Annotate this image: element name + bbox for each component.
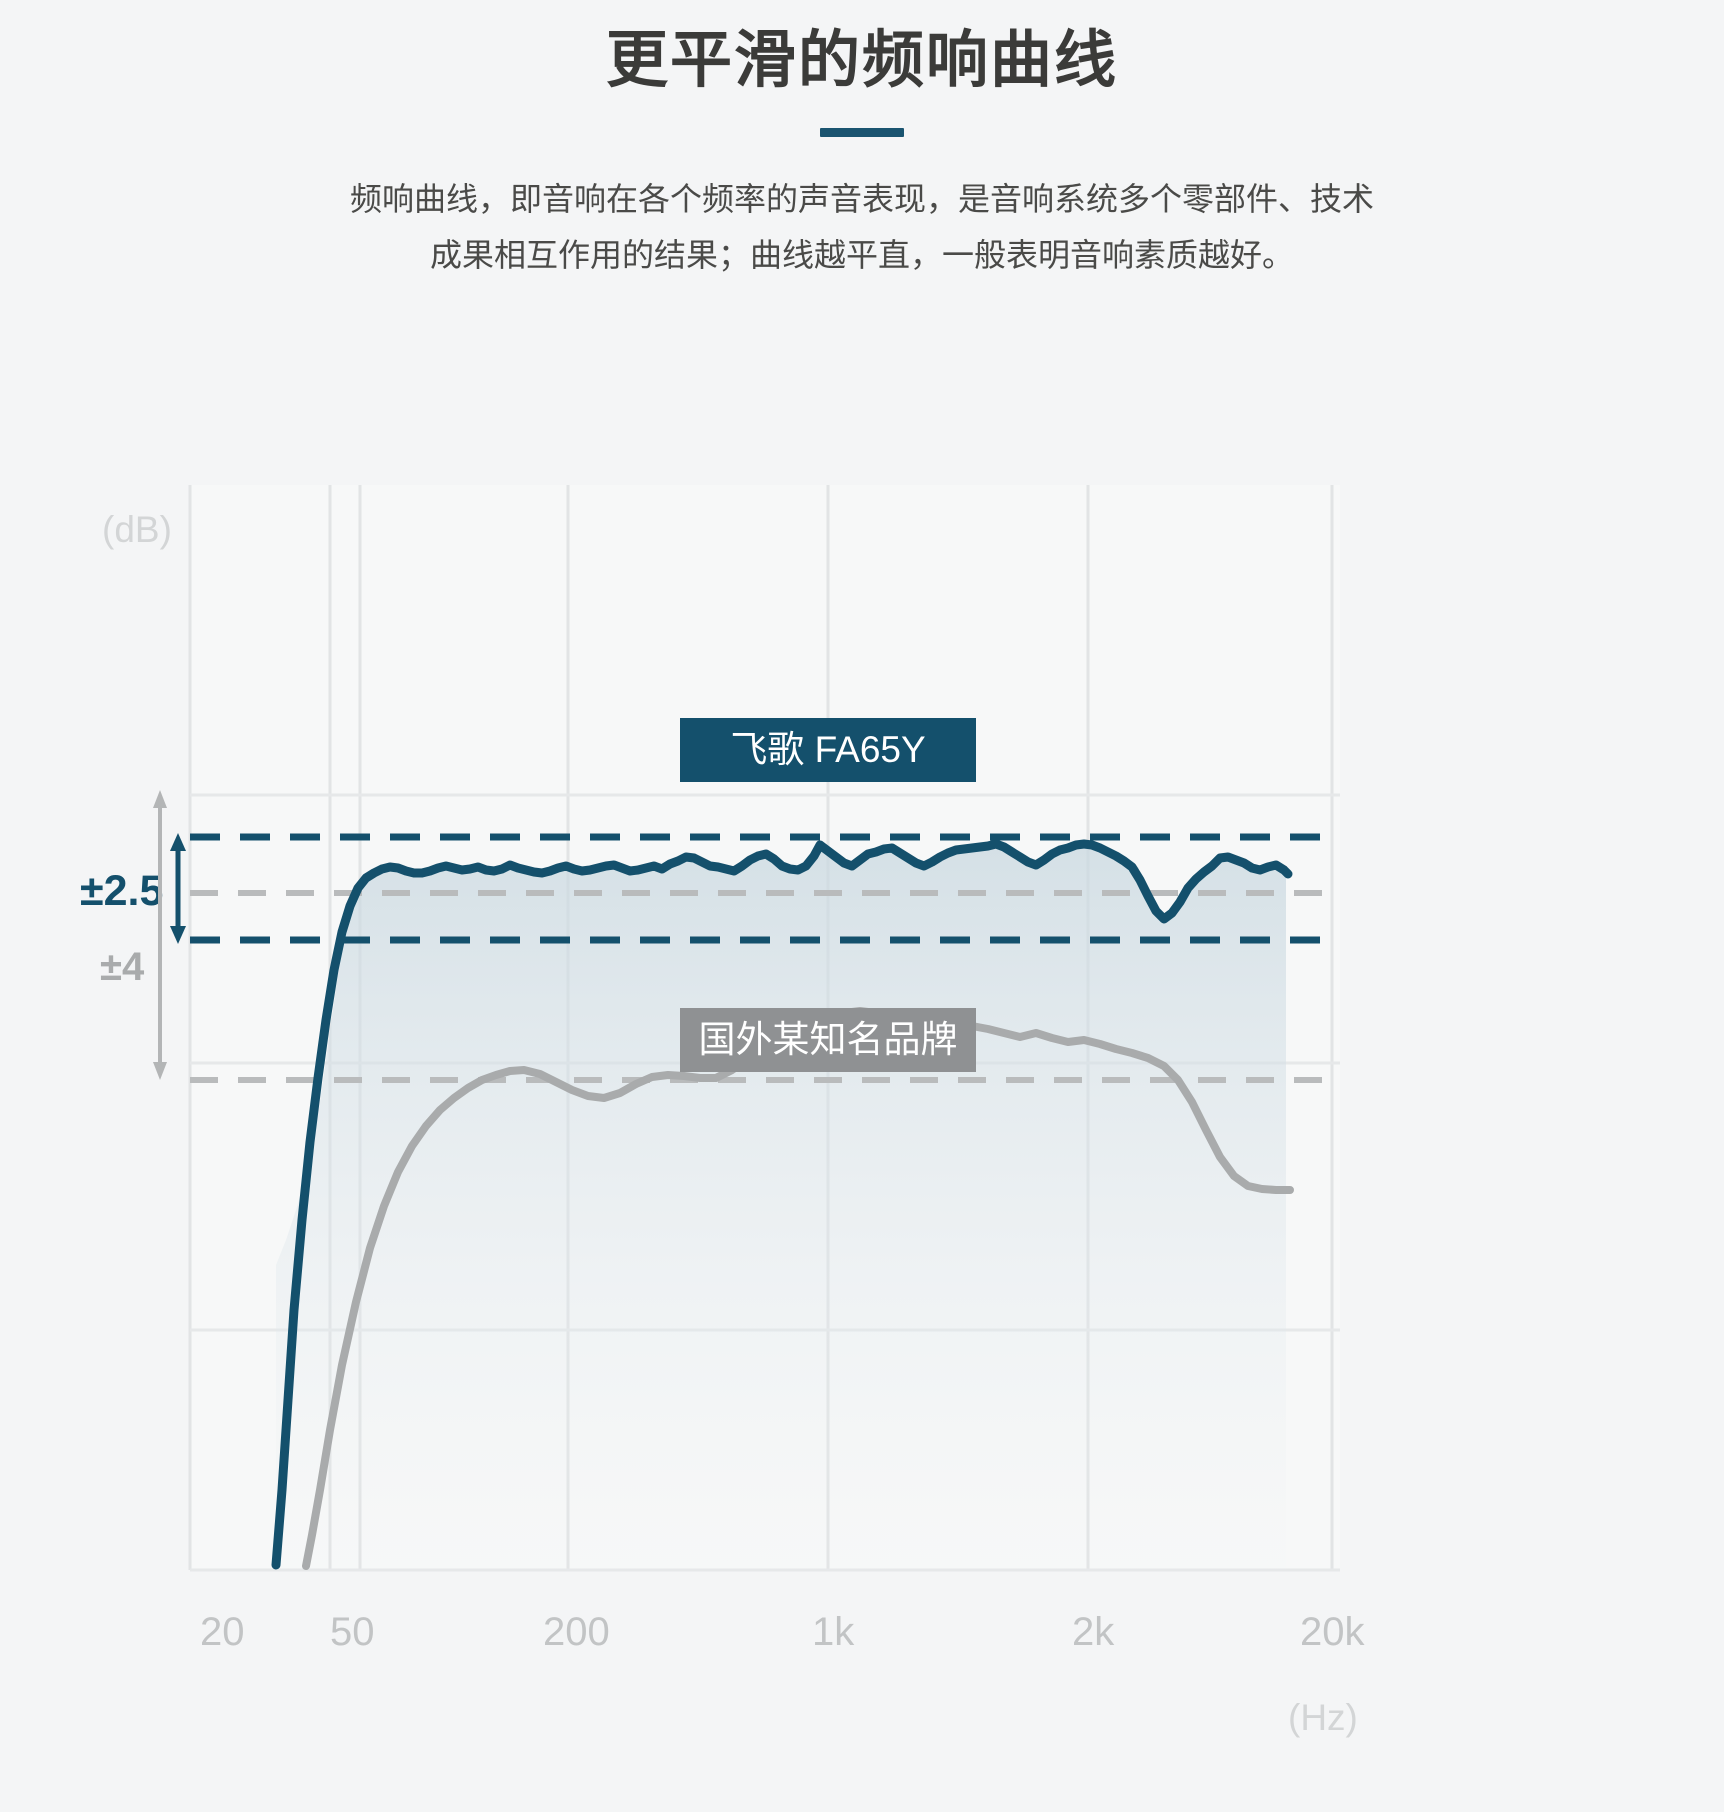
legend-competitor-swatch xyxy=(680,1008,976,1072)
y-axis-unit-label: (dB) xyxy=(102,509,172,550)
x-tick-2k: 2k xyxy=(1072,1610,1115,1654)
x-axis-unit-label: (Hz) xyxy=(1288,1697,1358,1738)
legend-fago[interactable]: 飞歌 FA65Y xyxy=(680,718,976,782)
teal-band-value-label: ±2.5 xyxy=(80,867,163,915)
legend-fago-label: 飞歌 FA65Y xyxy=(730,729,925,770)
legend-competitor-label: 国外某知名品牌 xyxy=(699,1019,958,1060)
chart-canvas: (dB) ±2.5 ±4 飞歌 FA65Y xyxy=(80,485,1365,1738)
page-title: 更平滑的频响曲线 xyxy=(605,26,1118,95)
x-tick-20: 20 xyxy=(200,1610,245,1654)
description-line-2: 成果相互作用的结果；曲线越平直，一般表明音响素质越好。 xyxy=(429,236,1294,273)
teal-curve-area-fill xyxy=(276,844,1286,1570)
title-underline-accent xyxy=(820,127,904,137)
teal-tolerance-band xyxy=(190,833,1340,944)
x-tick-20k: 20k xyxy=(1300,1610,1365,1654)
page-description: 频响曲线，即音响在各个频率的声音表现，是音响系统多个零部件、技术 成果相互作用的… xyxy=(302,171,1422,283)
description-line-1: 频响曲线，即音响在各个频率的声音表现，是音响系统多个零部件、技术 xyxy=(349,180,1374,217)
x-tick-1k: 1k xyxy=(812,1610,855,1654)
teal-band-arrow-icon xyxy=(170,833,186,944)
gray-band-value-label: ±4 xyxy=(100,945,145,989)
gray-band-arrow-icon xyxy=(153,790,167,1080)
x-tick-200: 200 xyxy=(543,1610,610,1654)
x-tick-50: 50 xyxy=(330,1610,375,1654)
page-header: 更平滑的频响曲线 频响曲线，即音响在各个频率的声音表现，是音响系统多个零部件、技… xyxy=(0,0,1724,283)
frequency-response-chart: (dB) ±2.5 ±4 飞歌 FA65Y xyxy=(0,430,1724,1760)
legend-competitor[interactable]: 国外某知名品牌 xyxy=(680,1008,976,1072)
fago-response-curve xyxy=(271,839,1293,1570)
legend-fago-swatch xyxy=(680,718,976,782)
